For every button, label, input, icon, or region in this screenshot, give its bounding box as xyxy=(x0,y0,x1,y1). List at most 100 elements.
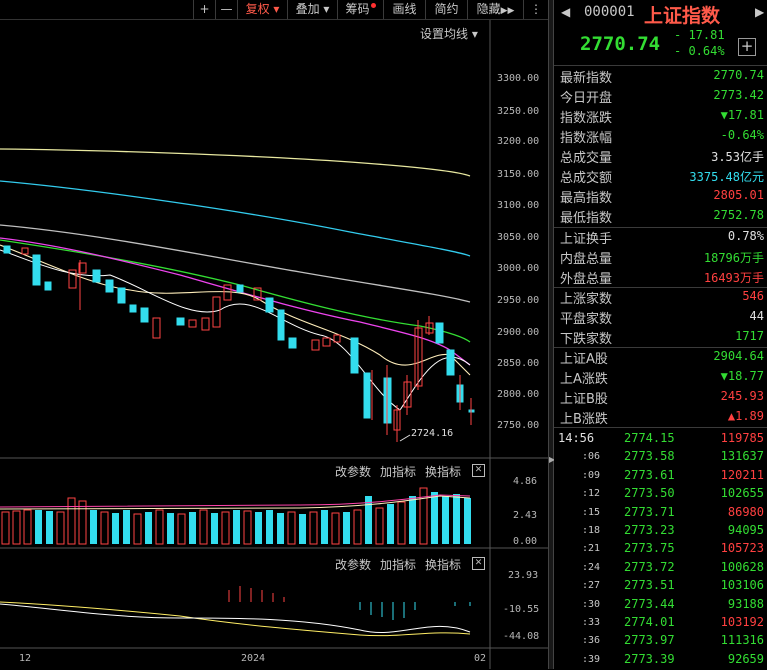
candle xyxy=(140,307,149,323)
tick-time: :15 xyxy=(582,506,601,518)
candle xyxy=(212,296,221,328)
candle xyxy=(92,269,101,283)
quote-panel: ◀ 000001 上证指数 ▶ 2770.74 - 17.81 - 0.64% … xyxy=(554,0,767,669)
kline-chart-area[interactable]: 设置均线 ▾ 3300.00 3250.00 3200.00 3150.00 3… xyxy=(0,20,548,669)
ma-settings-button[interactable]: 设置均线 ▾ xyxy=(420,25,478,42)
macd-dif-line xyxy=(0,603,471,634)
candle xyxy=(78,262,87,274)
volume-y-tick: 4.86 xyxy=(513,476,538,487)
yincang-button[interactable]: 隐藏▶▶ xyxy=(467,0,523,19)
macd-switch-indicator-button[interactable]: 换指标 xyxy=(425,558,462,572)
panel-splitter[interactable]: ▶ xyxy=(548,0,556,669)
y-tick: 3200.00 xyxy=(497,136,540,147)
next-stock-icon[interactable]: ▶ xyxy=(755,5,765,19)
quote-value: 2904.64 xyxy=(713,349,764,363)
zoom-in-button[interactable]: + xyxy=(193,0,215,19)
macd-change-param-button[interactable]: 改参数 xyxy=(335,558,372,572)
tick-volume: 94095 xyxy=(727,523,764,537)
candle xyxy=(105,279,114,293)
volume-ma-line xyxy=(0,495,471,510)
candle xyxy=(446,349,455,376)
yincang-label: 隐藏 xyxy=(476,2,501,16)
stock-code: 000001 xyxy=(584,4,635,20)
fuquan-button[interactable]: 复权 ▾ xyxy=(237,0,287,19)
tick-row: :15 2773.71 86980 xyxy=(554,505,767,523)
tick-row: :06 2773.58 131637 xyxy=(554,449,767,467)
chart-toolbar: + — 复权 ▾ 叠加 ▾ 筹码 画线 简约 隐藏▶▶ ⋮ xyxy=(0,0,548,20)
candle xyxy=(322,337,331,347)
tick-time: :06 xyxy=(582,451,601,463)
price-change: - 17.81 xyxy=(674,28,725,42)
candle xyxy=(68,269,77,289)
diejia-label: 叠加 xyxy=(295,2,320,16)
add-watchlist-button[interactable]: + xyxy=(738,38,756,56)
tick-volume: 105723 xyxy=(720,541,764,556)
quote-label: 上证换手 xyxy=(560,232,613,247)
current-price: 2770.74 xyxy=(580,33,661,55)
zoom-out-button[interactable]: — xyxy=(215,0,237,19)
tick-time: :12 xyxy=(582,488,601,500)
tick-row: :24 2773.72 100628 xyxy=(554,560,767,578)
tick-volume: 93188 xyxy=(727,596,764,611)
kline-chart[interactable] xyxy=(0,20,548,669)
quote-label: 内盘总量 xyxy=(560,252,613,267)
collapse-arrow-icon[interactable]: ▶ xyxy=(549,455,556,464)
jianyue-button[interactable]: 简约 xyxy=(425,0,467,19)
price-change-pct: - 0.64% xyxy=(674,44,725,58)
close-icon[interactable]: ✕ xyxy=(472,464,485,477)
quote-label: 上A涨跌 xyxy=(560,372,608,387)
prev-stock-icon[interactable]: ◀ xyxy=(561,5,571,19)
y-tick: 2900.00 xyxy=(497,327,540,338)
volume-switch-indicator-button[interactable]: 换指标 xyxy=(425,465,462,479)
candle xyxy=(32,254,41,286)
quote-value: 245.93 xyxy=(720,389,764,403)
ma-line-20 xyxy=(0,237,471,366)
chevron-down-icon: ▾ xyxy=(471,27,478,41)
tick-time: :24 xyxy=(582,561,601,573)
tick-volume: 103106 xyxy=(720,578,764,593)
tick-volume: 111316 xyxy=(720,633,764,648)
x-tick: 12 xyxy=(19,653,32,664)
candle xyxy=(288,337,297,349)
tick-price: 2773.97 xyxy=(624,633,675,648)
y-tick: 3250.00 xyxy=(497,106,540,117)
candle xyxy=(236,284,244,293)
quote-label: 总成交量 xyxy=(560,151,613,166)
tick-volume: 86980 xyxy=(727,504,764,519)
volume-add-indicator-button[interactable]: 加指标 xyxy=(380,465,417,479)
tick-row: :39 2773.39 92659 xyxy=(554,652,767,670)
tick-volume: 102655 xyxy=(720,486,764,501)
tick-volume: 119785 xyxy=(720,431,764,445)
candle xyxy=(350,337,359,374)
quote-value: 44 xyxy=(749,309,764,323)
macd-bars-red xyxy=(228,586,285,602)
quote-label: 上证B股 xyxy=(560,392,608,407)
y-tick: 3050.00 xyxy=(497,232,540,243)
chevron-down-icon: ▾ xyxy=(323,2,330,16)
double-arrow-icon: ▶▶ xyxy=(500,6,515,16)
chouma-button[interactable]: 筹码 xyxy=(337,0,383,19)
tick-time: :27 xyxy=(582,580,601,592)
tick-row: :21 2773.75 105723 xyxy=(554,541,767,559)
tick-price: 2773.75 xyxy=(624,541,675,556)
macd-add-indicator-button[interactable]: 加指标 xyxy=(380,558,417,572)
close-icon[interactable]: ✕ xyxy=(472,557,485,570)
chouma-label: 筹码 xyxy=(345,2,370,16)
macd-y-tick: 23.93 xyxy=(508,570,539,581)
more-menu-button[interactable]: ⋮ xyxy=(523,0,548,19)
low-price-label: 2724.16 xyxy=(411,428,454,439)
volume-change-param-button[interactable]: 改参数 xyxy=(335,465,372,479)
candle xyxy=(201,317,210,331)
quote-value: 0.78% xyxy=(727,229,764,243)
chevron-down-icon: ▾ xyxy=(273,2,280,16)
x-tick: 02 xyxy=(474,653,487,664)
candle xyxy=(363,372,371,419)
volume-ma-line xyxy=(0,494,471,508)
huaxian-button[interactable]: 画线 xyxy=(383,0,425,19)
quote-label: 上B涨跌 xyxy=(560,412,608,427)
diejia-button[interactable]: 叠加 ▾ xyxy=(287,0,337,19)
quote-label: 总成交额 xyxy=(560,171,613,186)
quote-value: 16493万手 xyxy=(703,271,764,285)
candle xyxy=(265,297,274,313)
tick-volume: 92659 xyxy=(727,651,764,666)
